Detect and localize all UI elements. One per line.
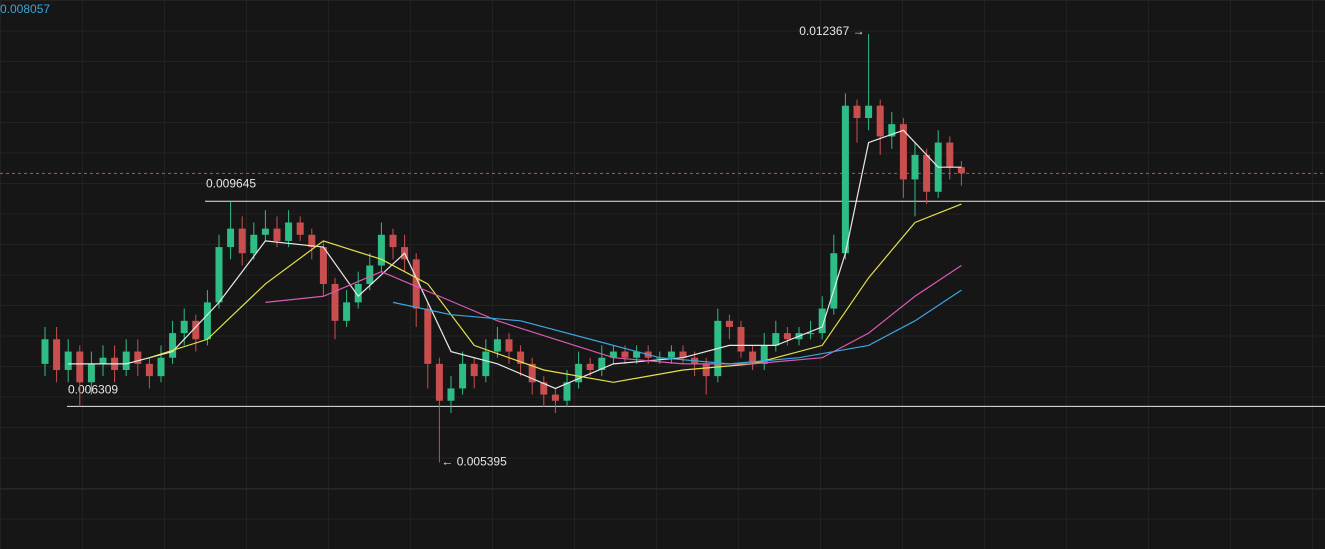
- moving-average: [68, 129, 962, 390]
- moving-average: [392, 289, 962, 365]
- candle-body: [412, 259, 420, 309]
- candle-body: [76, 351, 84, 383]
- candle-body: [563, 382, 571, 401]
- candle-body: [273, 228, 281, 241]
- candle-body: [957, 167, 965, 174]
- candle-body: [145, 363, 153, 377]
- candle-body: [598, 357, 606, 370]
- candle-body: [841, 105, 849, 254]
- candle-body: [447, 388, 455, 401]
- candle-body: [540, 382, 548, 395]
- candle-body: [551, 394, 559, 401]
- candle-body: [377, 234, 385, 266]
- candle-body: [192, 320, 200, 340]
- candle-body: [517, 351, 525, 364]
- candle-body: [679, 351, 687, 358]
- candle-body: [285, 222, 293, 241]
- candle-body: [319, 247, 327, 284]
- candle-body: [772, 333, 780, 346]
- candle-body: [667, 351, 675, 358]
- candle-body: [354, 283, 362, 303]
- candle-body: [41, 339, 49, 364]
- candle-body: [853, 105, 861, 119]
- candle-body: [64, 351, 72, 370]
- candle-body: [180, 320, 188, 334]
- candle-body: [923, 154, 931, 192]
- candle-body: [53, 339, 61, 370]
- candle-body: [227, 228, 235, 248]
- candle-body: [122, 351, 130, 370]
- candle-body: [528, 363, 536, 383]
- candle-body: [737, 326, 745, 352]
- candle-body: [238, 228, 246, 254]
- level-label: 0.009645: [206, 176, 256, 190]
- candle-body: [783, 333, 791, 340]
- candle-body: [87, 363, 95, 383]
- candle-body: [366, 265, 374, 284]
- candle-body: [505, 339, 513, 352]
- candle-body: [482, 351, 490, 377]
- candle-body: [575, 363, 583, 383]
- candle-body: [424, 308, 432, 364]
- candle-body: [760, 345, 768, 364]
- low-annotation: ← 0.005395: [441, 455, 507, 469]
- candle-body: [749, 351, 757, 364]
- candle-body: [702, 363, 710, 377]
- candle-body: [946, 142, 954, 168]
- candle-body: [250, 234, 258, 254]
- candle-body: [435, 363, 443, 401]
- candle-body: [203, 302, 211, 340]
- header-price: 0.008057: [0, 2, 50, 16]
- candle-body: [586, 363, 594, 370]
- candle-body: [633, 351, 641, 358]
- candle-body: [169, 333, 177, 358]
- level-label: 0.006309: [68, 382, 118, 396]
- candle-body: [725, 320, 733, 327]
- candle-body: [609, 351, 617, 358]
- candle-body: [261, 228, 269, 235]
- candle-body: [911, 154, 919, 180]
- candle-body: [343, 302, 351, 321]
- candle-body: [459, 363, 467, 389]
- moving-average: [149, 203, 962, 383]
- candle-body: [331, 283, 339, 321]
- candle-body: [899, 124, 907, 180]
- candle-body: [865, 105, 873, 119]
- candle-body: [308, 234, 316, 248]
- candle-body: [470, 363, 478, 377]
- candle-body: [818, 308, 826, 334]
- candle-body: [134, 351, 142, 364]
- high-annotation: 0.012367 →: [799, 24, 864, 38]
- moving-average: [265, 265, 962, 365]
- candle-body: [99, 357, 107, 364]
- candle-body: [389, 234, 397, 248]
- candle-body: [621, 351, 629, 358]
- candle-body: [807, 333, 815, 335]
- candle-body: [296, 222, 304, 235]
- candle-body: [215, 247, 223, 303]
- candle-body: [157, 357, 165, 377]
- candle-body: [830, 253, 838, 309]
- candle-body: [888, 124, 896, 137]
- candle-body: [493, 339, 501, 352]
- candle-body: [876, 105, 884, 137]
